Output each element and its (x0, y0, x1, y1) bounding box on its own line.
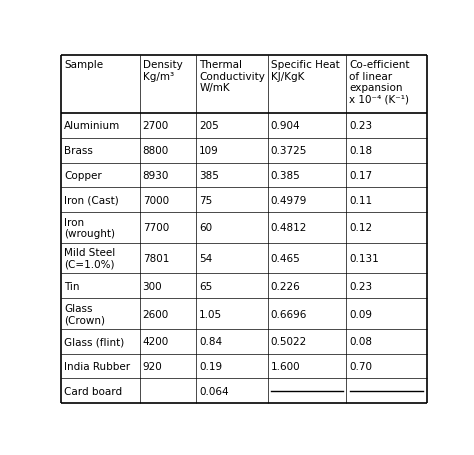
Text: 0.70: 0.70 (349, 361, 372, 371)
Text: 0.18: 0.18 (349, 146, 372, 156)
Text: 2600: 2600 (143, 309, 169, 319)
Text: Mild Steel
(C=1.0%): Mild Steel (C=1.0%) (64, 248, 115, 269)
Text: 0.3725: 0.3725 (271, 146, 307, 156)
Text: 0.17: 0.17 (349, 171, 372, 181)
Text: 385: 385 (199, 171, 219, 181)
Text: 0.6696: 0.6696 (271, 309, 307, 319)
Text: Tin: Tin (64, 281, 80, 291)
Text: Density
Kg/m³: Density Kg/m³ (143, 60, 182, 81)
Text: Specific Heat
KJ/KgK: Specific Heat KJ/KgK (271, 60, 339, 81)
Text: Glass
(Crown): Glass (Crown) (64, 303, 105, 324)
Text: 8800: 8800 (143, 146, 169, 156)
Text: 0.226: 0.226 (271, 281, 301, 291)
Text: India Rubber: India Rubber (64, 361, 130, 371)
Text: 54: 54 (199, 253, 212, 263)
Text: 75: 75 (199, 195, 212, 205)
Text: 7801: 7801 (143, 253, 169, 263)
Text: 920: 920 (143, 361, 163, 371)
Text: 300: 300 (143, 281, 162, 291)
Text: Sample: Sample (64, 60, 103, 70)
Text: Iron (Cast): Iron (Cast) (64, 195, 119, 205)
Text: 65: 65 (199, 281, 212, 291)
Text: 0.11: 0.11 (349, 195, 372, 205)
Text: 0.064: 0.064 (199, 386, 229, 396)
Text: 2700: 2700 (143, 121, 169, 131)
Text: 0.131: 0.131 (349, 253, 379, 263)
Text: Iron
(wrought): Iron (wrought) (64, 217, 115, 238)
Text: 0.09: 0.09 (349, 309, 372, 319)
Text: 109: 109 (199, 146, 219, 156)
Text: 60: 60 (199, 223, 212, 233)
Text: 0.4812: 0.4812 (271, 223, 307, 233)
Text: 1.600: 1.600 (271, 361, 300, 371)
Text: 0.23: 0.23 (349, 281, 372, 291)
Text: Copper: Copper (64, 171, 102, 181)
Text: Aluminium: Aluminium (64, 121, 120, 131)
Text: 0.19: 0.19 (199, 361, 222, 371)
Text: 7000: 7000 (143, 195, 169, 205)
Text: Thermal
Conductivity
W/mK: Thermal Conductivity W/mK (199, 60, 265, 93)
Text: Co-efficient
of linear
expansion
x 10⁻⁴ (K⁻¹): Co-efficient of linear expansion x 10⁻⁴ … (349, 60, 410, 105)
Text: 0.23: 0.23 (349, 121, 372, 131)
Text: 0.385: 0.385 (271, 171, 301, 181)
Text: 8930: 8930 (143, 171, 169, 181)
Text: Brass: Brass (64, 146, 93, 156)
Text: 0.465: 0.465 (271, 253, 301, 263)
Text: 1.05: 1.05 (199, 309, 222, 319)
Text: 4200: 4200 (143, 337, 169, 346)
Text: 7700: 7700 (143, 223, 169, 233)
Text: 0.08: 0.08 (349, 337, 372, 346)
Text: 0.4979: 0.4979 (271, 195, 307, 205)
Text: Glass (flint): Glass (flint) (64, 337, 124, 346)
Text: 0.84: 0.84 (199, 337, 222, 346)
Text: 0.5022: 0.5022 (271, 337, 307, 346)
Text: 0.12: 0.12 (349, 223, 372, 233)
Text: Card board: Card board (64, 386, 122, 396)
Text: 0.904: 0.904 (271, 121, 300, 131)
Text: 205: 205 (199, 121, 219, 131)
